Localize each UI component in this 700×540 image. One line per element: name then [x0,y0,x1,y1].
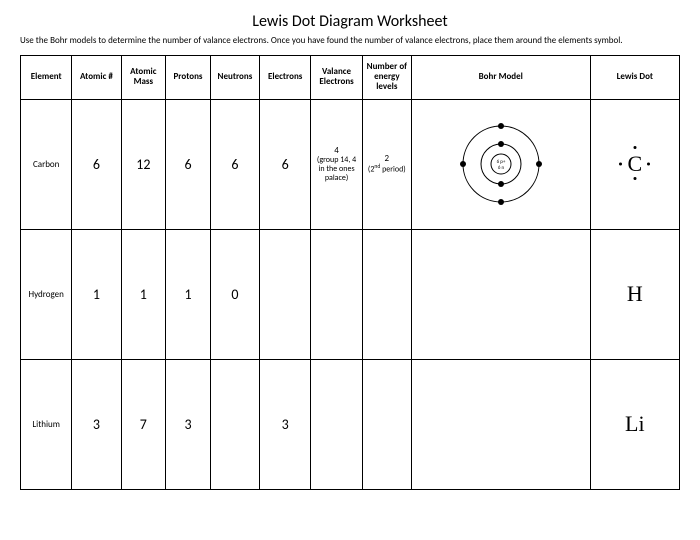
page-title: Lewis Dot Diagram Worksheet [20,12,680,31]
lewis-symbol: H [627,281,643,307]
header-energy: Number of energy levels [362,55,411,99]
atomic-num: 3 [72,359,121,489]
bohr-model-icon: 6 p+6 n [446,114,556,214]
worksheet-table: Element Atomic # Atomic Mass Protons Neu… [20,55,680,490]
table-row: Carbon6126664(group 14, 4 in the ones pa… [21,99,680,229]
header-electrons: Electrons [260,55,311,99]
header-valence: Valance Electrons [311,55,362,99]
electrons: 6 [260,99,311,229]
neutrons [210,359,259,489]
lewis-dot-icon [633,146,636,149]
neutrons: 6 [210,99,259,229]
element-name: Lithium [21,359,72,489]
electrons: 3 [260,359,311,489]
atomic-num: 6 [72,99,121,229]
header-atomic-num: Atomic # [72,55,121,99]
valence-cell: 4(group 14, 4 in the ones palace) [311,99,362,229]
element-name: Hydrogen [21,229,72,359]
energy-cell [362,229,411,359]
energy-note: (2nd period) [365,164,409,174]
lewis-symbol: C [627,151,642,177]
protons: 3 [166,359,211,489]
atomic-mass: 1 [121,229,166,359]
energy-cell [362,359,411,489]
header-element: Element [21,55,72,99]
header-atomic-mass: Atomic Mass [121,55,166,99]
atomic-mass: 7 [121,359,166,489]
electrons [260,229,311,359]
bohr-cell: 6 p+6 n [411,99,590,229]
valence-cell [311,229,362,359]
header-neutrons: Neutrons [210,55,259,99]
valence-value: 4 [313,146,359,156]
neutrons: 0 [210,229,259,359]
header-protons: Protons [166,55,211,99]
atomic-mass: 12 [121,99,166,229]
table-header-row: Element Atomic # Atomic Mass Protons Neu… [21,55,680,99]
lewis-cell: C [590,99,679,229]
lewis-dot-icon [647,163,650,166]
lewis-cell: H [590,229,679,359]
valence-note: (group 14, 4 in the ones palace) [313,156,359,182]
protons: 1 [166,229,211,359]
protons: 6 [166,99,211,229]
energy-value: 2 [365,154,409,164]
header-lewis: Lewis Dot [590,55,679,99]
header-bohr: Bohr Model [411,55,590,99]
element-name: Carbon [21,99,72,229]
bohr-cell [411,229,590,359]
instructions-text: Use the Bohr models to determine the num… [20,35,680,47]
lewis-cell: Li [590,359,679,489]
lewis-dot-icon [633,177,636,180]
table-row: Lithium3733Li [21,359,680,489]
bohr-cell [411,359,590,489]
lewis-dot-icon [619,163,622,166]
table-row: Hydrogen1110H [21,229,680,359]
svg-text:6 n: 6 n [498,165,505,171]
energy-cell: 2(2nd period) [362,99,411,229]
valence-cell [311,359,362,489]
lewis-symbol: Li [625,411,645,437]
atomic-num: 1 [72,229,121,359]
